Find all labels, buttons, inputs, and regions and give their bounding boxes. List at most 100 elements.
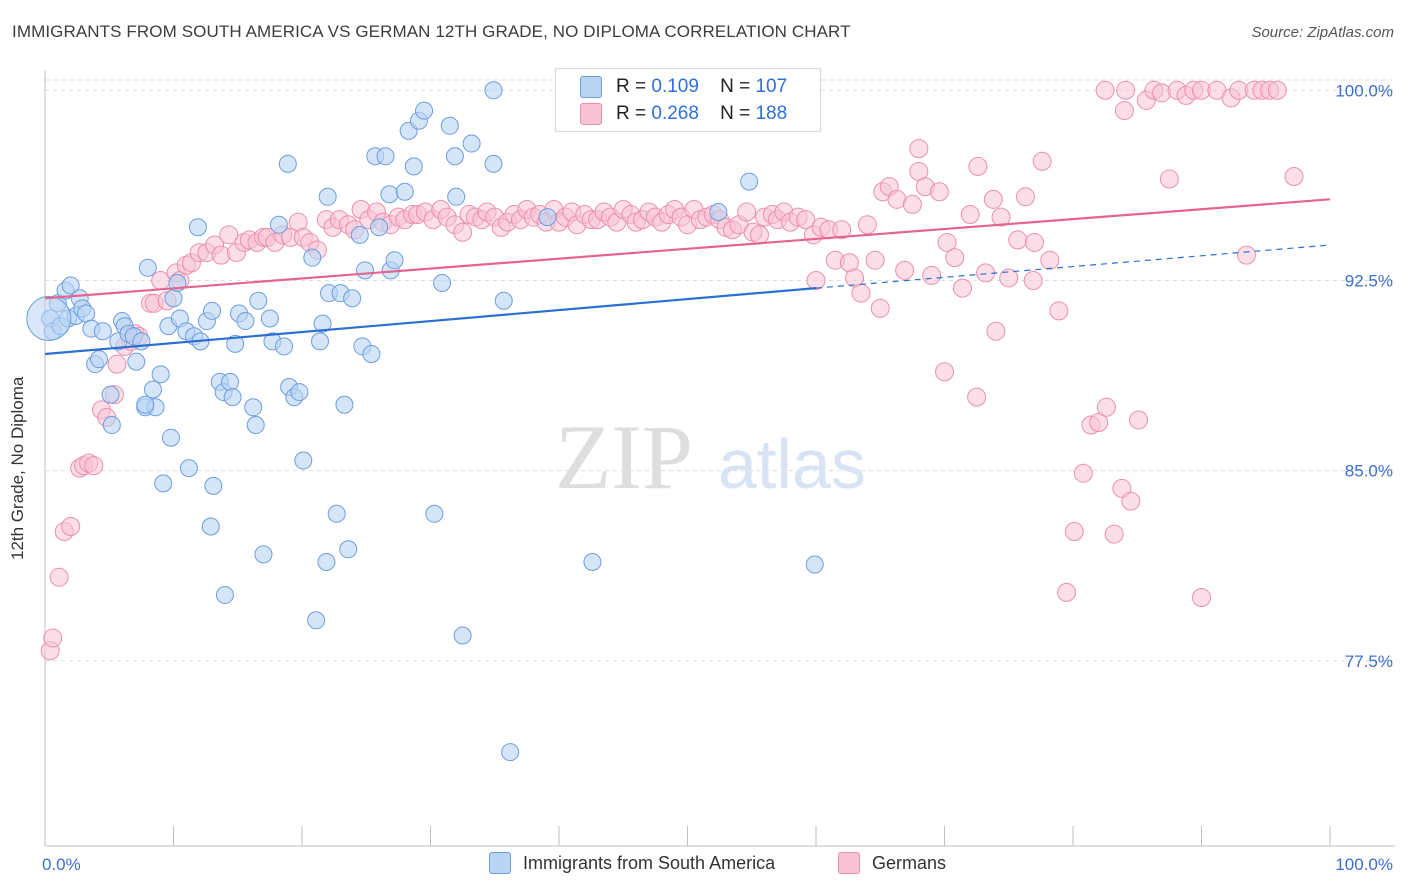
south-america-point (127, 352, 146, 371)
germans-trend-line (44, 198, 1331, 300)
legend-swatch-blue (489, 852, 511, 874)
south-america-point (440, 116, 459, 135)
germans-point (1121, 491, 1141, 511)
south-america-point (317, 552, 336, 571)
south-america-point (339, 540, 358, 559)
south-america-point (93, 322, 112, 341)
south-america-point (89, 350, 108, 369)
south-america-point (447, 187, 466, 206)
south-america-point (501, 743, 520, 762)
legend-r-value: 0.268 (651, 103, 699, 124)
y-axis-label: 12th Grade, No Diploma (8, 376, 27, 560)
south-america-point (453, 626, 472, 645)
germans-point (952, 278, 972, 298)
south-america-point (278, 154, 297, 173)
germans-point (1104, 524, 1124, 544)
south-america-trend-line (44, 286, 817, 356)
germans-point (832, 220, 852, 240)
south-america-point (370, 218, 389, 237)
germans-point (1129, 410, 1149, 430)
germans-point (1095, 80, 1115, 100)
watermark-zip: ZIP (555, 406, 693, 508)
germans-point (895, 260, 915, 280)
south-america-point (203, 301, 222, 320)
germans-point (107, 354, 127, 374)
germans-point (1267, 80, 1287, 100)
germans-point (1040, 250, 1060, 270)
germans-point (1159, 169, 1179, 189)
south-america-point (385, 251, 404, 270)
south-america-point (221, 372, 240, 391)
south-america-point (138, 258, 157, 277)
south-america-point (307, 611, 326, 630)
south-america-trend-extension (815, 244, 1331, 289)
south-america-point (164, 289, 183, 308)
south-america-point (236, 312, 255, 331)
legend-row-south-america: R = 0.109 N = 107 (580, 75, 787, 99)
germans-point (1008, 230, 1028, 250)
watermark: ZIP atlas (555, 406, 866, 508)
germans-point (960, 205, 980, 225)
legend-item-south-america[interactable]: Immigrants from South America (489, 852, 775, 874)
germans-points (40, 80, 1304, 661)
trend-lines (44, 198, 1331, 356)
germans-point (1023, 270, 1043, 290)
south-america-point (61, 276, 80, 295)
south-america-point (380, 185, 399, 204)
legend-n-label: N = (720, 76, 751, 97)
south-america-point (343, 289, 362, 308)
germans-point (1015, 187, 1035, 207)
germans-point (453, 222, 473, 242)
south-america-point (404, 157, 423, 176)
south-america-point (254, 545, 273, 564)
germans-point (968, 156, 988, 176)
germans-point (902, 194, 922, 214)
south-america-point (740, 172, 759, 191)
south-america-point (290, 383, 309, 402)
south-america-point (154, 474, 173, 493)
south-america-point (204, 476, 223, 495)
germans-point (870, 298, 890, 318)
south-america-point (249, 291, 268, 310)
south-america-point (494, 291, 513, 310)
germans-point (749, 225, 769, 245)
south-america-point (433, 274, 452, 293)
south-america-point (161, 428, 180, 447)
tick-labels: 100.0% 92.5% 85.0% 77.5% 0.0% 100.0% (42, 81, 1393, 874)
south-america-point (201, 517, 220, 536)
germans-point (945, 248, 965, 268)
legend-row-germans: R = 0.268 N = 188 (580, 102, 787, 126)
south-america-point (101, 385, 120, 404)
south-america-point (151, 365, 170, 384)
germans-point (1073, 463, 1093, 483)
watermark-atlas: atlas (718, 425, 866, 503)
germans-point (1057, 582, 1077, 602)
legend-label-south-america: Immigrants from South America (523, 852, 776, 873)
south-america-point (355, 261, 374, 280)
legend-r-value: 0.109 (651, 76, 699, 97)
x-tick-label: 0.0% (42, 855, 81, 874)
south-america-point (538, 208, 557, 227)
south-america-point (275, 337, 294, 356)
gridlines (45, 79, 1395, 662)
legend-label-germans: Germans (872, 852, 947, 873)
germans-point (1116, 80, 1136, 100)
south-america-point (484, 154, 503, 173)
south-america-point (445, 147, 464, 166)
south-america-point (294, 451, 313, 470)
south-america-point (313, 314, 332, 333)
legend-swatch-pink (838, 852, 860, 874)
source-label: Source: ZipAtlas.com (1251, 24, 1394, 41)
south-america-point (143, 380, 162, 399)
x-tick-label: 100.0% (1335, 855, 1393, 874)
south-america-point (179, 459, 198, 478)
legend-item-germans[interactable]: Germans (838, 852, 946, 874)
south-america-point (462, 134, 481, 153)
germans-point (806, 270, 826, 290)
germans-point (1064, 522, 1084, 542)
legend-n-label: N = (720, 103, 751, 124)
south-america-point (303, 248, 322, 267)
germans-point (909, 139, 929, 159)
germans-point (49, 567, 69, 587)
